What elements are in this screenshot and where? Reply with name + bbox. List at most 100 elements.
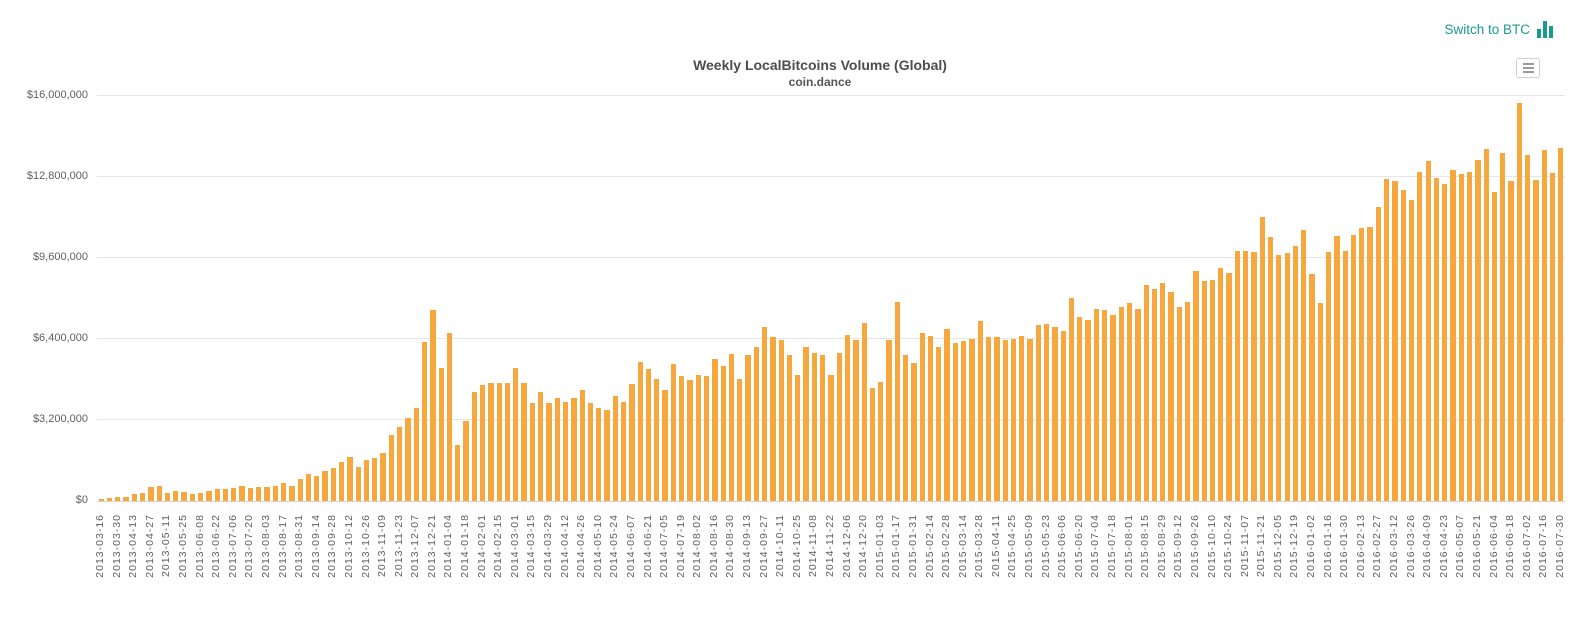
volume-bar[interactable] (430, 310, 436, 501)
volume-bar[interactable] (397, 427, 403, 501)
volume-bar[interactable] (1060, 330, 1066, 501)
volume-bar[interactable] (1334, 235, 1340, 501)
volume-bar[interactable] (363, 460, 370, 501)
volume-bar[interactable] (1342, 251, 1348, 501)
volume-bar[interactable] (952, 342, 959, 501)
volume-bar[interactable] (1392, 180, 1398, 501)
volume-bar[interactable] (98, 498, 104, 501)
volume-bar[interactable] (538, 391, 544, 501)
volume-bar[interactable] (189, 493, 195, 501)
volume-bar[interactable] (413, 408, 419, 501)
volume-bar[interactable] (753, 346, 759, 501)
volume-bar[interactable] (181, 491, 187, 501)
volume-bar[interactable] (513, 368, 519, 501)
volume-bar[interactable] (1218, 268, 1224, 501)
volume-bar[interactable] (1466, 171, 1473, 501)
volume-bar[interactable] (1408, 200, 1415, 501)
volume-bar[interactable] (1400, 189, 1406, 501)
volume-bar[interactable] (148, 487, 154, 501)
volume-bar[interactable] (1259, 216, 1265, 501)
volume-bar[interactable] (280, 482, 287, 501)
volume-bar[interactable] (944, 329, 950, 501)
volume-bar[interactable] (1052, 327, 1058, 501)
volume-bar[interactable] (861, 323, 867, 501)
volume-bar[interactable] (1549, 172, 1556, 501)
volume-bar[interactable] (1425, 160, 1431, 501)
volume-bar[interactable] (339, 461, 345, 501)
volume-bar[interactable] (1243, 251, 1249, 501)
volume-bar[interactable] (521, 382, 527, 501)
volume-bar[interactable] (679, 375, 685, 501)
volume-bar[interactable] (488, 383, 494, 501)
volume-bar[interactable] (139, 492, 146, 501)
volume-bar[interactable] (297, 479, 303, 501)
volume-bar[interactable] (720, 366, 726, 501)
volume-bar[interactable] (1035, 325, 1041, 501)
volume-bar[interactable] (1043, 324, 1050, 501)
volume-bar[interactable] (1010, 338, 1017, 501)
volume-bar[interactable] (239, 486, 245, 501)
volume-bar[interactable] (1209, 280, 1216, 501)
volume-bar[interactable] (1085, 320, 1091, 501)
volume-bar[interactable] (388, 434, 395, 501)
volume-bar[interactable] (1284, 253, 1290, 501)
volume-bar[interactable] (645, 369, 652, 501)
volume-bar[interactable] (289, 486, 295, 501)
volume-bar[interactable] (828, 374, 834, 501)
volume-bar[interactable] (1558, 148, 1564, 501)
volume-bar[interactable] (1350, 234, 1357, 501)
volume-bar[interactable] (795, 374, 801, 501)
volume-bar[interactable] (886, 339, 892, 501)
volume-bar[interactable] (1525, 154, 1531, 501)
volume-bar[interactable] (985, 336, 992, 501)
volume-bar[interactable] (496, 382, 502, 501)
volume-bar[interactable] (214, 489, 220, 501)
volume-bar[interactable] (969, 338, 975, 501)
volume-bar[interactable] (770, 337, 776, 501)
switch-to-btc-link[interactable]: Switch to BTC (1444, 21, 1553, 38)
volume-bar[interactable] (737, 379, 743, 501)
volume-bar[interactable] (1002, 339, 1008, 501)
volume-bar[interactable] (438, 368, 444, 501)
volume-bar[interactable] (1442, 183, 1448, 501)
volume-bar[interactable] (1301, 230, 1307, 501)
volume-bar[interactable] (695, 374, 701, 501)
volume-bar[interactable] (1317, 302, 1323, 501)
volume-bar[interactable] (1450, 169, 1456, 501)
volume-bar[interactable] (1226, 272, 1232, 501)
volume-bar[interactable] (762, 326, 768, 501)
volume-bar[interactable] (562, 401, 569, 501)
volume-bar[interactable] (1417, 171, 1423, 501)
volume-bar[interactable] (1276, 255, 1282, 501)
volume-bar[interactable] (612, 395, 618, 501)
volume-bar[interactable] (305, 474, 312, 501)
volume-bar[interactable] (380, 453, 386, 501)
volume-bar[interactable] (778, 339, 784, 501)
volume-bar[interactable] (1176, 306, 1182, 501)
volume-bar[interactable] (421, 341, 428, 501)
volume-bar[interactable] (1077, 317, 1083, 501)
volume-bar[interactable] (1201, 280, 1207, 501)
volume-bar[interactable] (621, 401, 627, 501)
volume-bar[interactable] (629, 384, 635, 501)
volume-bar[interactable] (106, 497, 113, 501)
volume-bar[interactable] (554, 398, 560, 501)
volume-bar[interactable] (198, 492, 204, 501)
volume-bar[interactable] (1292, 246, 1299, 501)
volume-bar[interactable] (587, 403, 594, 501)
volume-bar[interactable] (405, 418, 411, 501)
volume-bar[interactable] (446, 333, 453, 501)
volume-bar[interactable] (504, 383, 511, 501)
volume-bar[interactable] (994, 337, 1000, 501)
volume-bar[interactable] (961, 340, 967, 501)
volume-bar[interactable] (264, 487, 270, 501)
volume-bar[interactable] (480, 385, 486, 501)
volume-bar[interactable] (1110, 314, 1116, 501)
volume-bar[interactable] (256, 487, 262, 501)
volume-bar[interactable] (604, 410, 610, 501)
context-menu-button[interactable] (1516, 58, 1540, 78)
volume-bar[interactable] (637, 361, 643, 501)
volume-bar[interactable] (712, 358, 718, 501)
volume-bar[interactable] (1458, 173, 1464, 501)
volume-bar[interactable] (1309, 274, 1315, 501)
